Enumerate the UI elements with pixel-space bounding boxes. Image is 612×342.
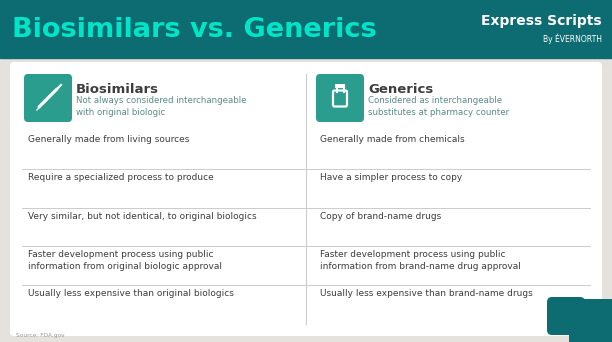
Text: Usually less expensive than brand-name drugs: Usually less expensive than brand-name d…: [320, 289, 533, 298]
Text: Considered as interchangeable
substitutes at pharmacy counter: Considered as interchangeable substitute…: [368, 96, 509, 117]
Text: Faster development process using public
information from brand-name drug approva: Faster development process using public …: [320, 250, 521, 271]
Text: Generally made from chemicals: Generally made from chemicals: [320, 135, 465, 144]
Bar: [0, 0, 612, 58]
Text: Generics: Generics: [368, 83, 433, 96]
Text: Biosimilars vs. Generics: Biosimilars vs. Generics: [12, 17, 376, 43]
Text: Very similar, but not identical, to original biologics: Very similar, but not identical, to orig…: [28, 212, 256, 221]
Text: Faster development process using public
information from original biologic appro: Faster development process using public …: [28, 250, 222, 271]
Text: Usually less expensive than original biologics: Usually less expensive than original bio…: [28, 289, 234, 298]
FancyBboxPatch shape: [10, 62, 602, 336]
Text: By ÉVERNORTH: By ÉVERNORTH: [543, 33, 602, 43]
Text: Have a simpler process to copy: Have a simpler process to copy: [320, 173, 462, 182]
Text: Generally made from living sources: Generally made from living sources: [28, 135, 189, 144]
Bar: [335, 84, 345, 88]
FancyBboxPatch shape: [316, 74, 364, 122]
FancyBboxPatch shape: [569, 299, 612, 342]
Text: Biosimilars: Biosimilars: [76, 83, 159, 96]
Text: Copy of brand-name drugs: Copy of brand-name drugs: [320, 212, 441, 221]
Text: Express Scripts: Express Scripts: [482, 14, 602, 28]
FancyBboxPatch shape: [547, 297, 585, 335]
Text: Source: FDA.gov: Source: FDA.gov: [16, 333, 65, 338]
Text: Not always considered interchangeable
with original biologic: Not always considered interchangeable wi…: [76, 96, 247, 117]
Text: Require a specialized process to produce: Require a specialized process to produce: [28, 173, 214, 182]
FancyBboxPatch shape: [24, 74, 72, 122]
